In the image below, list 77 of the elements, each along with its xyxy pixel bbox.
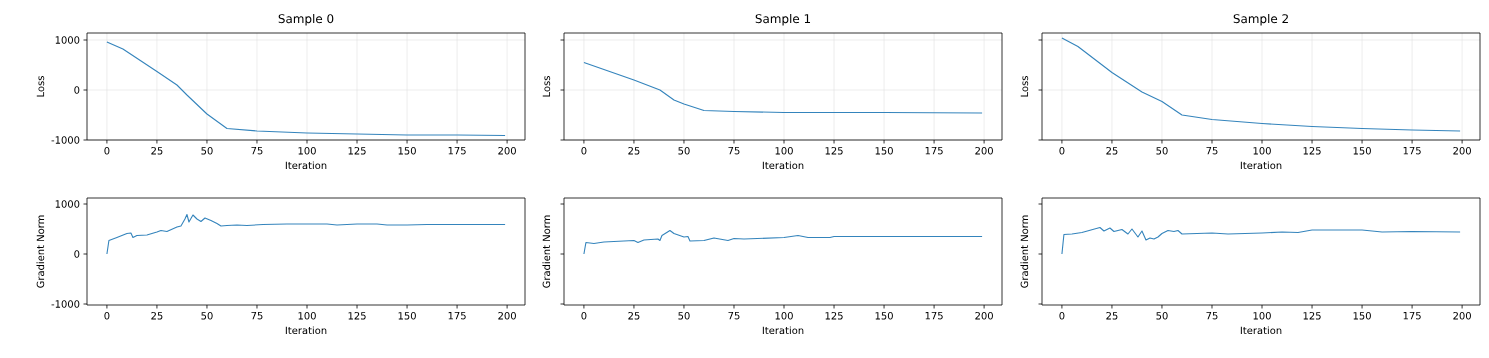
x-axis-title: Iteration xyxy=(762,161,804,170)
x-tick-label: 150 xyxy=(875,147,893,155)
x-axis-title: Iteration xyxy=(1240,326,1282,335)
x-axis-title: Iteration xyxy=(285,326,327,335)
x-tick-label: 0 xyxy=(1059,147,1065,155)
x-tick-label: 175 xyxy=(1403,147,1421,155)
x-tick-label: 25 xyxy=(1106,147,1118,155)
y-axis-title: Gradient Norm xyxy=(1020,215,1029,288)
x-tick-label: 0 xyxy=(104,147,110,155)
x-tick-label: 75 xyxy=(728,312,740,320)
x-tick-label: 125 xyxy=(825,312,843,320)
x-tick-label: 125 xyxy=(348,312,366,320)
chart-title: Sample 1 xyxy=(755,13,811,26)
x-tick-label: 25 xyxy=(1106,312,1118,320)
y-axis-title: Loss xyxy=(36,76,45,97)
x-tick-label: 50 xyxy=(201,312,213,320)
x-tick-label: 100 xyxy=(775,312,793,320)
x-tick-label: 50 xyxy=(1156,312,1168,320)
x-axis-title: Iteration xyxy=(1240,161,1282,170)
x-tick-label: 200 xyxy=(498,147,516,155)
x-tick-label: 150 xyxy=(875,312,893,320)
line-series xyxy=(106,213,506,255)
x-tick-label: 200 xyxy=(1453,312,1471,320)
x-tick-label: 25 xyxy=(628,312,640,320)
y-tick-label: 0 xyxy=(74,250,80,258)
x-tick-label: 125 xyxy=(1303,312,1321,320)
x-tick-label: 100 xyxy=(1253,312,1271,320)
x-tick-label: 125 xyxy=(825,147,843,155)
line-series xyxy=(106,41,506,137)
x-tick-label: 175 xyxy=(448,147,466,155)
x-tick-label: 150 xyxy=(1353,147,1371,155)
x-tick-label: 50 xyxy=(678,147,690,155)
x-tick-label: 75 xyxy=(251,312,263,320)
x-tick-label: 100 xyxy=(298,312,316,320)
x-tick-label: 75 xyxy=(728,147,740,155)
x-tick-label: 25 xyxy=(151,147,163,155)
x-tick-label: 0 xyxy=(1059,312,1065,320)
x-tick-label: 125 xyxy=(348,147,366,155)
x-tick-label: 175 xyxy=(925,147,943,155)
x-tick-label: 175 xyxy=(925,312,943,320)
y-axis-title: Gradient Norm xyxy=(542,215,551,288)
y-axis-title: Gradient Norm xyxy=(36,215,45,288)
x-tick-label: 25 xyxy=(628,147,640,155)
y-tick-label: 0 xyxy=(74,86,80,94)
x-tick-label: 200 xyxy=(975,147,993,155)
x-tick-label: 0 xyxy=(581,312,587,320)
y-tick-label: -1000 xyxy=(51,136,80,144)
y-axis-title: Loss xyxy=(1020,76,1029,97)
y-axis-title: Loss xyxy=(542,76,551,97)
x-tick-label: 200 xyxy=(1453,147,1471,155)
x-tick-label: 200 xyxy=(498,312,516,320)
x-tick-label: 50 xyxy=(201,147,213,155)
x-tick-label: 100 xyxy=(298,147,316,155)
x-tick-label: 100 xyxy=(1253,147,1271,155)
x-tick-label: 50 xyxy=(1156,147,1168,155)
chart-title: Sample 0 xyxy=(278,13,334,26)
x-tick-label: 0 xyxy=(581,147,587,155)
x-axis-title: Iteration xyxy=(285,161,327,170)
x-tick-label: 175 xyxy=(448,312,466,320)
x-axis-title: Iteration xyxy=(762,326,804,335)
x-tick-label: 0 xyxy=(104,312,110,320)
x-tick-label: 75 xyxy=(1206,312,1218,320)
x-tick-label: 50 xyxy=(678,312,690,320)
y-tick-label: 1000 xyxy=(55,36,80,44)
y-tick-label: -1000 xyxy=(51,300,80,308)
chart-title: Sample 2 xyxy=(1233,13,1288,26)
y-tick-label: 1000 xyxy=(55,200,80,208)
x-tick-label: 175 xyxy=(1403,312,1421,320)
x-tick-label: 200 xyxy=(975,312,993,320)
x-tick-label: 150 xyxy=(398,312,416,320)
x-tick-label: 100 xyxy=(775,147,793,155)
x-tick-label: 75 xyxy=(251,147,263,155)
x-tick-label: 150 xyxy=(398,147,416,155)
x-tick-label: 75 xyxy=(1206,147,1218,155)
x-tick-label: 150 xyxy=(1353,312,1371,320)
x-tick-label: 25 xyxy=(151,312,163,320)
x-tick-label: 125 xyxy=(1303,147,1321,155)
